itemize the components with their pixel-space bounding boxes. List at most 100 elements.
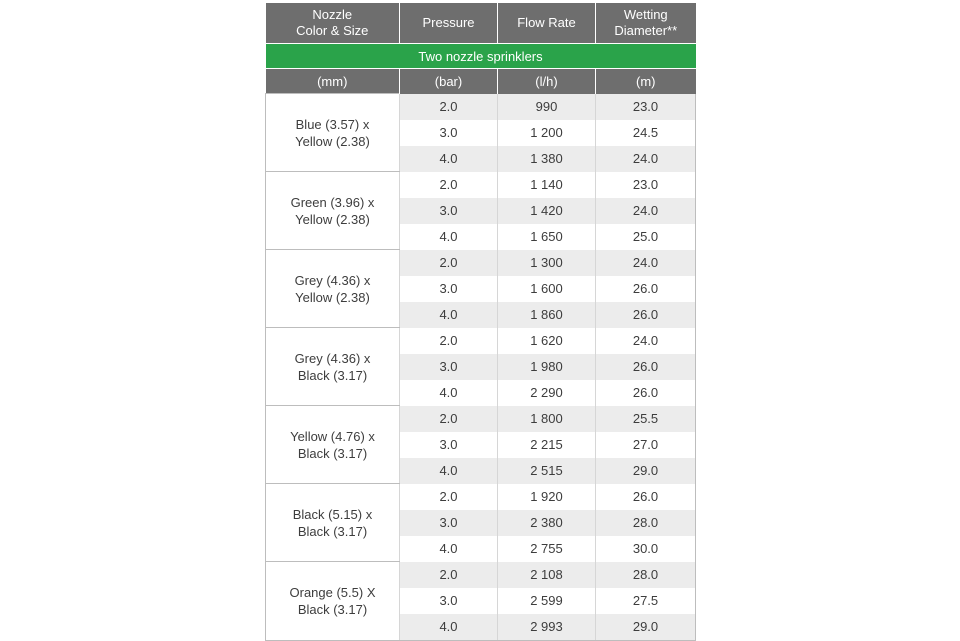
flow-rate-cell: 1 420 — [497, 197, 596, 224]
wetting-diameter-cell: 24.0 — [595, 327, 696, 354]
header-wetting: Wetting Diameter** — [595, 3, 696, 44]
wetting-diameter-cell: 29.0 — [595, 457, 696, 484]
table-row: 3.0 2 380 28.0 — [266, 509, 696, 536]
wetting-diameter-cell: 26.0 — [595, 483, 696, 510]
nozzle-size-line1: Yellow (4.76) x — [290, 428, 375, 444]
table-row: 3.0 1 200 24.5 — [266, 119, 696, 146]
wetting-diameter-cell: 26.0 — [595, 301, 696, 328]
flow-rate-cell: 1 200 — [497, 119, 596, 146]
table-row: Blue (3.57) x Yellow (2.38) 2.0 990 23.0 — [265, 93, 696, 172]
nozzle-size-line2: Yellow (2.38) — [295, 133, 370, 149]
pressure-cell: 3.0 — [399, 431, 498, 458]
nozzle-size-line1: Blue (3.57) x — [295, 116, 370, 132]
wetting-diameter-cell: 29.0 — [595, 613, 696, 641]
wetting-diameter-cell: 26.0 — [595, 353, 696, 380]
wetting-diameter-cell: 28.0 — [595, 509, 696, 536]
wetting-diameter-cell: 24.0 — [595, 145, 696, 172]
table-row: 3.0 1 980 26.0 — [266, 353, 696, 380]
nozzle-size-line1: Orange (5.5) X — [289, 584, 376, 600]
nozzle-size-cell: Yellow (4.76) x Black (3.17) — [265, 405, 400, 484]
table-row: 4.0 2 290 26.0 — [266, 379, 696, 406]
wetting-diameter-cell: 26.0 — [595, 379, 696, 406]
pressure-cell: 2.0 — [399, 483, 498, 510]
unit-nozzle: (mm) — [265, 68, 400, 94]
table-row: Grey (4.36) x Yellow (2.38) 2.0 1 300 24.0 — [265, 249, 696, 328]
flow-rate-cell: 1 620 — [497, 327, 596, 354]
flow-rate-cell: 2 215 — [497, 431, 596, 458]
flow-rate-cell: 1 600 — [497, 275, 596, 302]
flow-rate-cell: 2 599 — [497, 587, 596, 614]
header-nozzle-line2: Color & Size — [296, 23, 369, 38]
table-row: 3.0 2 215 27.0 — [266, 431, 696, 458]
flow-rate-cell: 2 380 — [497, 509, 596, 536]
flow-rate-cell: 2 515 — [497, 457, 596, 484]
table-row: 3.0 1 420 24.0 — [266, 197, 696, 224]
pressure-cell: 2.0 — [399, 405, 498, 432]
table-row: 4.0 2 515 29.0 — [266, 457, 696, 484]
nozzle-size-cell: Grey (4.36) x Yellow (2.38) — [265, 249, 400, 328]
pressure-cell: 3.0 — [399, 119, 498, 146]
table-row: 4.0 1 650 25.0 — [266, 223, 696, 250]
nozzle-size-line2: Yellow (2.38) — [295, 211, 370, 227]
table-row: 4.0 2 755 30.0 — [266, 535, 696, 562]
unit-flow-rate: (l/h) — [497, 68, 596, 94]
table-row: Orange (5.5) X Black (3.17) 2.0 2 108 28.0 — [265, 561, 696, 641]
flow-rate-cell: 1 140 — [497, 171, 596, 198]
pressure-cell: 4.0 — [399, 223, 498, 250]
pressure-cell: 4.0 — [399, 457, 498, 484]
table-row: 3.0 1 600 26.0 — [266, 275, 696, 302]
sprinkler-spec-table: Nozzle Color & Size Pressure Flow Rate W… — [265, 3, 696, 641]
wetting-diameter-cell: 27.5 — [595, 587, 696, 614]
header-nozzle-line1: Nozzle — [312, 7, 353, 22]
pressure-cell: 4.0 — [399, 379, 498, 406]
pressure-cell: 3.0 — [399, 509, 498, 536]
flow-rate-cell: 990 — [497, 93, 596, 120]
nozzle-size-line1: Grey (4.36) x — [294, 272, 371, 288]
pressure-cell: 4.0 — [399, 301, 498, 328]
flow-rate-cell: 1 800 — [497, 405, 596, 432]
header-row: Nozzle Color & Size Pressure Flow Rate W… — [265, 3, 696, 44]
wetting-diameter-cell: 26.0 — [595, 275, 696, 302]
pressure-cell: 2.0 — [399, 249, 498, 276]
flow-rate-cell: 1 980 — [497, 353, 596, 380]
header-wetting-line2: Diameter** — [614, 23, 678, 38]
wetting-diameter-cell: 30.0 — [595, 535, 696, 562]
nozzle-size-line2: Black (3.17) — [297, 445, 368, 461]
wetting-diameter-cell: 23.0 — [595, 93, 696, 120]
nozzle-size-cell: Green (3.96) x Yellow (2.38) — [265, 171, 400, 250]
header-pressure: Pressure — [399, 3, 498, 44]
table-row: 4.0 1 380 24.0 — [266, 145, 696, 172]
nozzle-size-cell: Blue (3.57) x Yellow (2.38) — [265, 93, 400, 172]
nozzle-size-line2: Black (3.17) — [297, 601, 368, 617]
wetting-diameter-cell: 24.5 — [595, 119, 696, 146]
table-row: Black (5.15) x Black (3.17) 2.0 1 920 26.0 — [265, 483, 696, 562]
header-wetting-line1: Wetting — [623, 7, 668, 22]
nozzle-size-line1: Green (3.96) x — [290, 194, 375, 210]
flow-rate-cell: 1 650 — [497, 223, 596, 250]
pressure-cell: 3.0 — [399, 197, 498, 224]
wetting-diameter-cell: 24.0 — [595, 197, 696, 224]
pressure-cell: 2.0 — [399, 171, 498, 198]
pressure-cell: 3.0 — [399, 353, 498, 380]
flow-rate-cell: 2 755 — [497, 535, 596, 562]
flow-rate-cell: 1 300 — [497, 249, 596, 276]
wetting-diameter-cell: 28.0 — [595, 561, 696, 588]
flow-rate-cell: 1 380 — [497, 145, 596, 172]
nozzle-size-line2: Yellow (2.38) — [295, 289, 370, 305]
pressure-cell: 4.0 — [399, 145, 498, 172]
header-nozzle: Nozzle Color & Size — [265, 3, 400, 44]
unit-pressure: (bar) — [399, 68, 498, 94]
subheader-row: Two nozzle sprinklers — [265, 43, 696, 69]
table-row: 4.0 1 860 26.0 — [266, 301, 696, 328]
unit-wetting: (m) — [595, 68, 696, 94]
table-row: Yellow (4.76) x Black (3.17) 2.0 1 800 25.5 — [265, 405, 696, 484]
flow-rate-cell: 2 290 — [497, 379, 596, 406]
pressure-cell: 2.0 — [399, 327, 498, 354]
table-row: 3.0 2 599 27.5 — [266, 587, 696, 614]
nozzle-size-line2: Black (3.17) — [297, 523, 368, 539]
pressure-cell: 3.0 — [399, 587, 498, 614]
flow-rate-cell: 2 108 — [497, 561, 596, 588]
table-row: Green (3.96) x Yellow (2.38) 2.0 1 140 23.0 — [265, 171, 696, 250]
wetting-diameter-cell: 25.0 — [595, 223, 696, 250]
wetting-diameter-cell: 27.0 — [595, 431, 696, 458]
